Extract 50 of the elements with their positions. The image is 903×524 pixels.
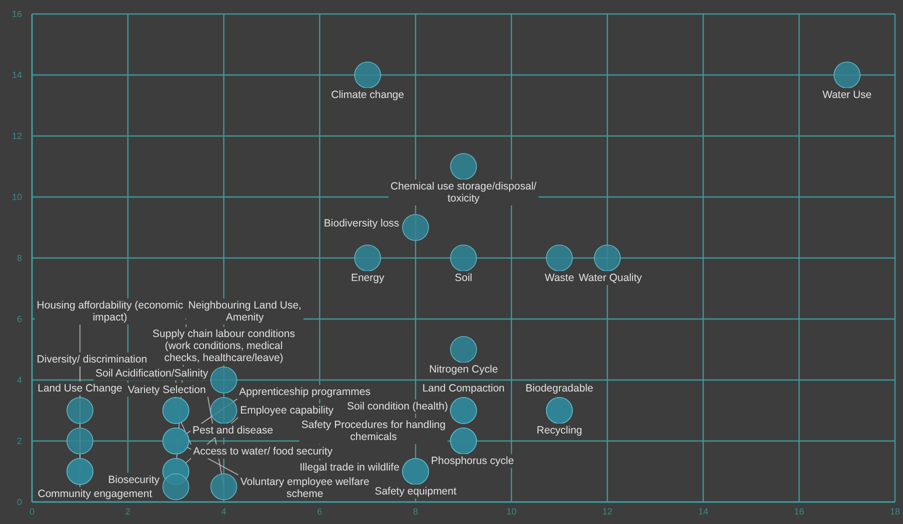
x-tick-label: 18	[890, 506, 900, 516]
x-tick-label: 2	[125, 506, 130, 516]
annotation: Supply chain labour conditions (work conditions, medical checks, healthcare/leave)	[152, 328, 295, 364]
annotation: Waste	[544, 272, 574, 284]
annotation: Diversity/ discrimination	[36, 354, 148, 366]
y-tick-label: 14	[12, 70, 22, 80]
annotation: Community engagement	[38, 488, 152, 500]
annotation: Variety Selection	[128, 384, 206, 396]
annotation: Voluntary employee welfare scheme	[240, 476, 370, 500]
x-tick-label: 10	[506, 506, 516, 516]
annotation: Illegal trade in wildlife	[300, 462, 400, 474]
annotation: Biodiversity loss	[324, 218, 400, 230]
annotation: Soil	[454, 272, 472, 284]
annotation: Water Use	[822, 89, 872, 101]
x-tick-label: 8	[413, 506, 418, 516]
annotation: Pest and disease	[192, 424, 274, 436]
x-tick-label: 16	[794, 506, 804, 516]
annotation: Chemical use storage/disposal/ toxicity	[390, 180, 537, 204]
annotation: Safety Procedures for handling chemicals	[301, 419, 446, 443]
annotation: Energy	[350, 272, 385, 284]
annotation: Nitrogen Cycle	[429, 364, 498, 376]
x-tick-label: 6	[317, 506, 322, 516]
y-tick-label: 12	[12, 130, 22, 141]
y-tick-label: 2	[16, 436, 22, 446]
annotation: Biosecurity	[108, 474, 160, 486]
x-tick-label: 0	[29, 506, 35, 516]
annotation: Land Compaction	[422, 382, 505, 394]
y-tick-label: 6	[16, 314, 22, 324]
annotation: Access to water/ food security	[193, 446, 334, 458]
y-tick-label: 8	[16, 252, 22, 263]
annotation: Biodegradable	[526, 382, 594, 394]
annotation: Soil Acidification/Salinity	[96, 368, 209, 380]
annotation: Land Use Change	[38, 382, 122, 394]
annotation: Neighbouring Land Use, Amenity	[188, 300, 302, 324]
y-tick-label: 4	[16, 374, 22, 385]
annotation: Apprenticeship programmes	[239, 386, 370, 398]
x-tick-label: 4	[221, 506, 226, 516]
annotation: Soil condition (health)	[347, 400, 448, 412]
annotation: Employee capability	[240, 404, 334, 416]
y-tick-label: 10	[12, 192, 22, 202]
annotation: Water Quality	[578, 272, 643, 284]
annotation: Phosphorus cycle	[431, 455, 514, 467]
annotation: Housing affordability (economic impact)	[36, 300, 184, 324]
y-tick-label: 0	[16, 496, 22, 507]
y-tick-label: 16	[12, 8, 22, 19]
x-tick-label: 14	[698, 506, 708, 516]
annotation: Safety equipment	[374, 486, 456, 498]
x-tick-label: 12	[602, 506, 612, 516]
annotation: Climate change	[331, 89, 404, 101]
annotation: Recycling	[536, 424, 582, 436]
